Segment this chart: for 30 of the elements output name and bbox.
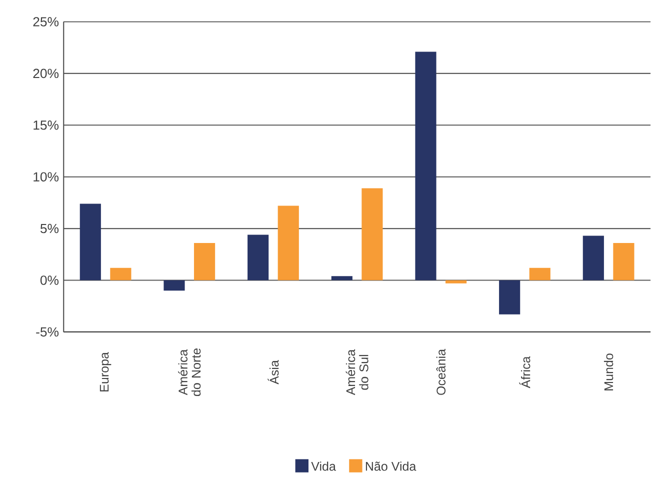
x-tick-label: África (519, 356, 530, 388)
bar (278, 206, 299, 280)
x-tick-label: Mundo (604, 354, 614, 390)
x-tick-label: América do Norte (178, 348, 201, 396)
bar (582, 236, 604, 280)
x-tick-label: Europa (100, 352, 112, 392)
y-tick-label: 0% (40, 276, 59, 285)
bar (415, 52, 436, 280)
y-tick-label: 25% (33, 17, 59, 26)
legend-label: Vida (311, 462, 336, 471)
x-tick-label: América do Sul (346, 349, 368, 396)
y-tick-label: 10% (34, 172, 59, 182)
bar (613, 243, 634, 280)
y-tick-label: 5% (40, 224, 59, 234)
bar (362, 188, 383, 280)
y-tick-label: 20% (33, 68, 59, 78)
legend-label: Não Vida (366, 462, 416, 471)
x-tick-label: Ásia (268, 360, 279, 384)
bar (529, 268, 550, 280)
bar (248, 234, 269, 280)
y-tick-label: 15% (34, 120, 59, 130)
bar (446, 280, 467, 284)
bar (331, 276, 352, 280)
bar (164, 280, 185, 291)
bar (80, 204, 101, 280)
bar (499, 280, 520, 314)
x-tick-label: Oceânia (436, 348, 446, 395)
y-tick-label: -5% (36, 327, 59, 337)
bar (194, 243, 216, 280)
bar (110, 268, 132, 280)
